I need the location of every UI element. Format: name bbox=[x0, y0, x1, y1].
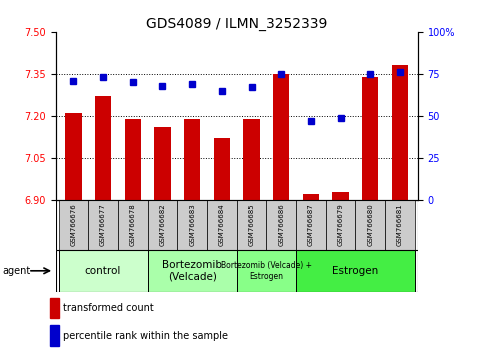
Text: GSM766682: GSM766682 bbox=[159, 204, 166, 246]
Bar bbox=[303, 194, 319, 200]
Bar bbox=[88, 200, 118, 250]
Bar bbox=[326, 200, 355, 250]
Bar bbox=[296, 250, 415, 292]
Bar bbox=[237, 250, 296, 292]
Bar bbox=[296, 200, 326, 250]
Bar bbox=[184, 119, 200, 200]
Bar bbox=[243, 119, 260, 200]
Bar bbox=[154, 127, 170, 200]
Text: GSM766678: GSM766678 bbox=[130, 204, 136, 246]
Title: GDS4089 / ILMN_3252339: GDS4089 / ILMN_3252339 bbox=[146, 17, 327, 31]
Text: GSM766683: GSM766683 bbox=[189, 204, 195, 246]
Bar bbox=[392, 65, 408, 200]
Bar bbox=[207, 200, 237, 250]
Bar bbox=[266, 200, 296, 250]
Text: agent: agent bbox=[2, 266, 30, 276]
Bar bbox=[177, 200, 207, 250]
Bar bbox=[65, 113, 82, 200]
Bar bbox=[50, 325, 59, 346]
Bar bbox=[118, 200, 148, 250]
Bar bbox=[213, 138, 230, 200]
Text: control: control bbox=[85, 266, 121, 276]
Bar bbox=[148, 250, 237, 292]
Text: Estrogen: Estrogen bbox=[332, 266, 379, 276]
Bar bbox=[148, 200, 177, 250]
Text: GSM766687: GSM766687 bbox=[308, 204, 314, 246]
Text: GSM766680: GSM766680 bbox=[367, 204, 373, 246]
Text: GSM766679: GSM766679 bbox=[338, 204, 343, 246]
Text: Bortezomib
(Velcade): Bortezomib (Velcade) bbox=[162, 260, 222, 282]
Bar bbox=[385, 200, 415, 250]
Bar bbox=[58, 200, 88, 250]
Text: GSM766685: GSM766685 bbox=[249, 204, 255, 246]
Text: percentile rank within the sample: percentile rank within the sample bbox=[63, 331, 227, 341]
Bar bbox=[273, 74, 289, 200]
Text: GSM766676: GSM766676 bbox=[71, 204, 76, 246]
Bar bbox=[58, 250, 148, 292]
Bar bbox=[95, 96, 111, 200]
Text: GSM766681: GSM766681 bbox=[397, 204, 403, 246]
Text: GSM766677: GSM766677 bbox=[100, 204, 106, 246]
Bar bbox=[50, 298, 59, 318]
Text: Bortezomib (Velcade) +
Estrogen: Bortezomib (Velcade) + Estrogen bbox=[221, 261, 312, 280]
Bar bbox=[332, 192, 349, 200]
Bar bbox=[355, 200, 385, 250]
Text: GSM766684: GSM766684 bbox=[219, 204, 225, 246]
Text: GSM766686: GSM766686 bbox=[278, 204, 284, 246]
Bar bbox=[237, 200, 266, 250]
Text: transformed count: transformed count bbox=[63, 303, 154, 313]
Bar bbox=[125, 119, 141, 200]
Bar bbox=[362, 77, 379, 200]
